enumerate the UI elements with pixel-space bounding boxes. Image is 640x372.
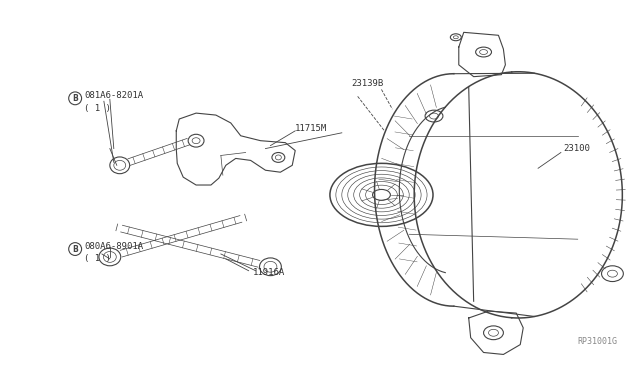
Ellipse shape [260,258,282,276]
Text: 080A6-8901A: 080A6-8901A [84,241,143,251]
Text: RP31001G: RP31001G [577,337,618,346]
Text: B: B [72,94,78,103]
Text: 081A6-8201A: 081A6-8201A [84,91,143,100]
Text: 11916A: 11916A [253,268,285,277]
Text: ( 1 ): ( 1 ) [84,104,111,113]
Text: ( 1 ): ( 1 ) [84,254,111,263]
Text: 23139B: 23139B [352,79,384,88]
Text: B: B [72,244,78,254]
Text: 23100: 23100 [563,144,589,153]
Text: 11715M: 11715M [295,124,328,134]
Ellipse shape [99,248,121,266]
Ellipse shape [110,157,130,174]
